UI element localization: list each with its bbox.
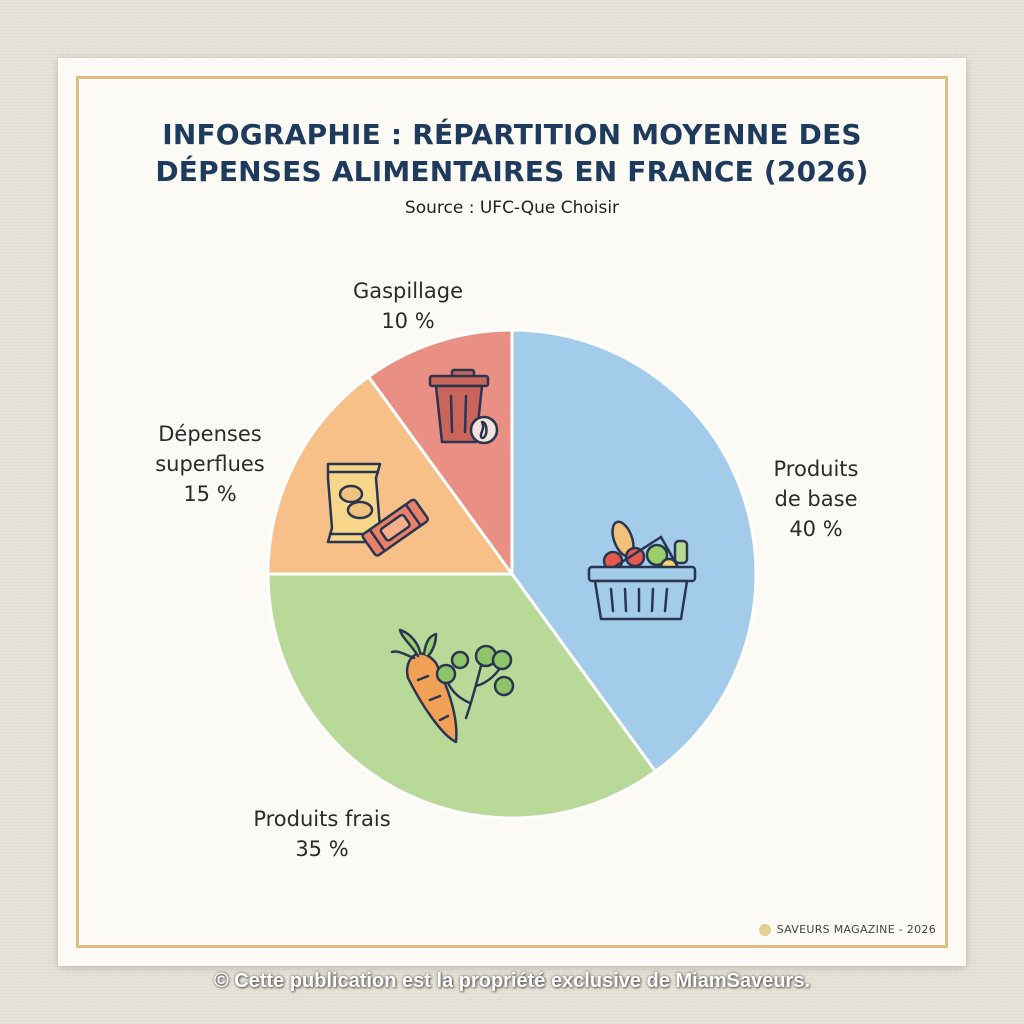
slice-label-line: Produits frais [253, 807, 391, 831]
slice-label-line: Dépenses [158, 422, 262, 446]
chart-title: INFOGRAPHIE : RÉPARTITION MOYENNE DES DÉ… [118, 116, 906, 190]
label-depenses-superflues: Dépenses superflues 15 % [130, 419, 290, 509]
publisher-note: SAVEURS MAGAZINE - 2026 [758, 923, 936, 936]
slice-value-label: 10 % [381, 309, 435, 333]
label-produits-de-base: Produits de base 40 % [741, 454, 891, 544]
slice-label-line: de base [774, 487, 858, 511]
slice-label-line: Gaspillage [352, 279, 464, 303]
slice-value-label: 15 % [183, 482, 237, 506]
pie-slice-2 [266, 374, 515, 576]
infographic-card: INFOGRAPHIE : RÉPARTITION MOYENNE DES DÉ… [58, 58, 966, 966]
carrot-icon [390, 628, 458, 744]
title-line-1: INFOGRAPHIE : RÉPARTITION MOYENNE DES [162, 118, 862, 151]
trash-bin-icon [428, 368, 499, 445]
slice-label-line: superflues [155, 452, 265, 476]
label-gaspillage: Gaspillage 10 % [328, 276, 488, 336]
pie-chart [266, 328, 758, 820]
slice-label-line: Produits [773, 457, 859, 481]
copyright-watermark: © Cette publication est la propriété exc… [213, 970, 811, 992]
slice-value-label: 40 % [789, 517, 843, 541]
gold-dot-icon [758, 923, 771, 936]
title-line-2: DÉPENSES ALIMENTAIRES EN FRANCE (2026) [155, 155, 869, 188]
snacks-icon [326, 462, 429, 557]
chart-subtitle: Source : UFC-Que Choisir [404, 198, 620, 218]
gold-frame [76, 76, 948, 948]
publisher-text: SAVEURS MAGAZINE - 2026 [776, 923, 936, 936]
label-produits-frais: Produits frais 35 % [212, 804, 432, 864]
parsley-icon [435, 644, 515, 720]
slice-value-label: 35 % [295, 837, 349, 861]
pie-slice-1 [266, 572, 658, 820]
shopping-basket-icon [587, 520, 697, 621]
